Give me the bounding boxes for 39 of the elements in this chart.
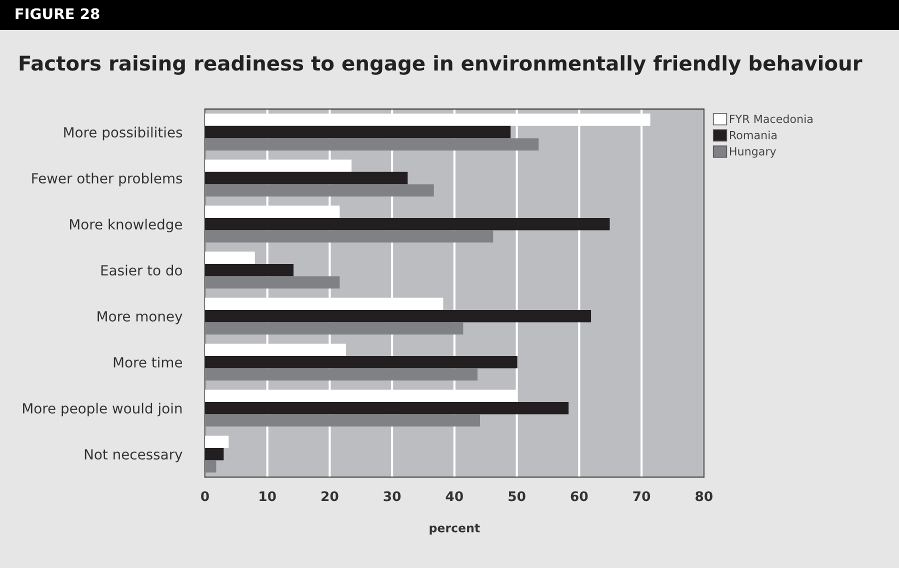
caption: FIGURE 28 bbox=[16, 8, 100, 20]
bar bbox=[204, 414, 480, 427]
bar bbox=[204, 368, 478, 381]
x-tick-label: 40 bbox=[446, 491, 463, 502]
x-tick-label: 20 bbox=[322, 491, 338, 502]
legend-label: Hungary bbox=[730, 147, 776, 158]
bar bbox=[204, 172, 408, 184]
bar bbox=[204, 138, 539, 150]
y-tick-label: More knowledge bbox=[70, 218, 182, 232]
y-tick-label: Not necessary bbox=[84, 449, 182, 462]
legend-label: Romania bbox=[730, 130, 776, 140]
bar bbox=[204, 276, 340, 288]
x-tick-label: 60 bbox=[570, 491, 588, 502]
bar bbox=[204, 460, 216, 473]
chart-title: Factors raising readiness to engage in environmentally friendly behaviour bbox=[20, 55, 862, 75]
bar bbox=[204, 322, 464, 334]
x-tick-label: 30 bbox=[384, 491, 401, 502]
y-tick-label: More possibilities bbox=[64, 126, 182, 140]
y-tick-label: More money bbox=[98, 311, 182, 324]
bar bbox=[204, 310, 592, 322]
bar bbox=[204, 402, 569, 414]
y-tick-label: More people would join bbox=[23, 402, 182, 416]
x-tick-label: 80 bbox=[696, 491, 712, 502]
y-tick-label: Easier to do bbox=[101, 264, 182, 276]
bar bbox=[204, 356, 518, 368]
bar bbox=[204, 230, 494, 242]
x-tick-label: 0 bbox=[201, 491, 209, 502]
y-tick-label: More time bbox=[114, 356, 182, 368]
x-tick-label: 50 bbox=[508, 491, 526, 502]
y-tick-label: Fewer other problems bbox=[32, 172, 182, 186]
legend-label: FYR Macedonia bbox=[730, 114, 812, 124]
x-axis-title: percent bbox=[430, 524, 480, 535]
bar bbox=[204, 126, 511, 138]
bar bbox=[204, 218, 610, 230]
bar bbox=[204, 184, 434, 196]
bar bbox=[204, 264, 294, 276]
x-tick-label: 10 bbox=[260, 491, 276, 502]
x-tick-label: 70 bbox=[633, 491, 650, 502]
bar bbox=[204, 448, 224, 460]
